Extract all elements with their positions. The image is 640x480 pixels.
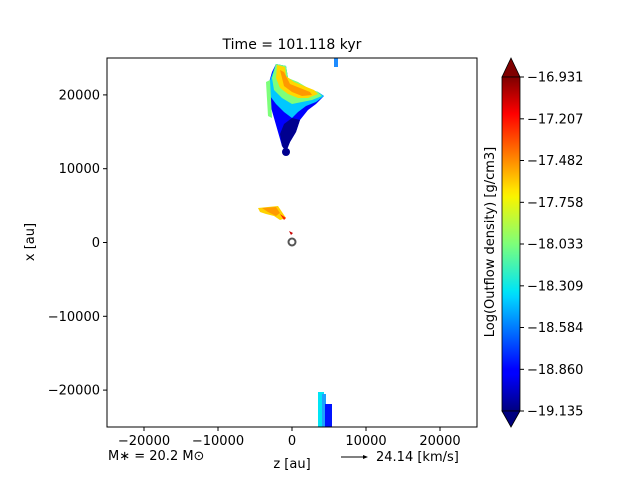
colorbar-gradient — [501, 76, 521, 412]
colorbar-tick-label: −17.482 — [527, 154, 583, 169]
x-tick-label: −10000 — [192, 434, 244, 449]
colorbar-tick-label: −18.033 — [527, 238, 583, 253]
stellar-mass-annotation: M∗ = 20.2 M⊙ — [108, 449, 204, 464]
x-tick-label: 20000 — [419, 434, 460, 449]
middle-clump — [258, 206, 293, 235]
x-axis-ticks: −20000 −10000 0 10000 20000 — [118, 427, 461, 449]
density-regions — [258, 58, 338, 427]
colorbar-tick-label: −18.584 — [527, 321, 583, 336]
sink-particle-marker — [287, 237, 297, 247]
y-tick-label: 0 — [92, 236, 100, 251]
upper-outflow-lobe — [266, 64, 324, 156]
colorbar-tick-label: −19.135 — [527, 405, 583, 420]
velocity-arrow — [341, 455, 368, 459]
colorbar-ticks: −16.931 −17.207 −17.482 −17.758 −18.033 −18.3… — [520, 71, 583, 420]
x-axis-label: z [au] — [273, 457, 310, 472]
y-tick-label: 20000 — [59, 88, 100, 103]
x-tick-label: 10000 — [345, 434, 386, 449]
colorbar-tick-label: −17.207 — [527, 112, 583, 127]
bottom-outflow-strip — [318, 392, 332, 427]
y-axis-ticks: −20000 −10000 0 10000 20000 — [48, 88, 107, 399]
y-tick-label: −20000 — [48, 384, 100, 399]
x-tick-label: 0 — [288, 434, 296, 449]
colorbar-tick-label: −17.758 — [527, 196, 583, 211]
y-tick-label: −10000 — [48, 310, 100, 325]
top-edge-strip — [334, 58, 338, 67]
colorbar-label: Log(Outflow density) [g/cm3] — [483, 147, 498, 338]
colorbar-min-extension — [501, 410, 521, 428]
x-tick-label: −20000 — [118, 434, 170, 449]
velocity-arrow-label: 24.14 [km/s] — [376, 450, 459, 465]
colorbar-tick-label: −16.931 — [527, 71, 583, 86]
colorbar-max-extension — [501, 57, 521, 78]
colorbar-tick-label: −18.309 — [527, 279, 583, 294]
colorbar-tick-label: −18.860 — [527, 363, 583, 378]
y-tick-label: 10000 — [59, 162, 100, 177]
colorbar: −16.931 −17.207 −17.482 −17.758 −18.033 −18.3… — [501, 57, 583, 428]
y-axis-label: x [au] — [23, 223, 38, 261]
chart-title: Time = 101.118 kyr — [222, 37, 362, 53]
